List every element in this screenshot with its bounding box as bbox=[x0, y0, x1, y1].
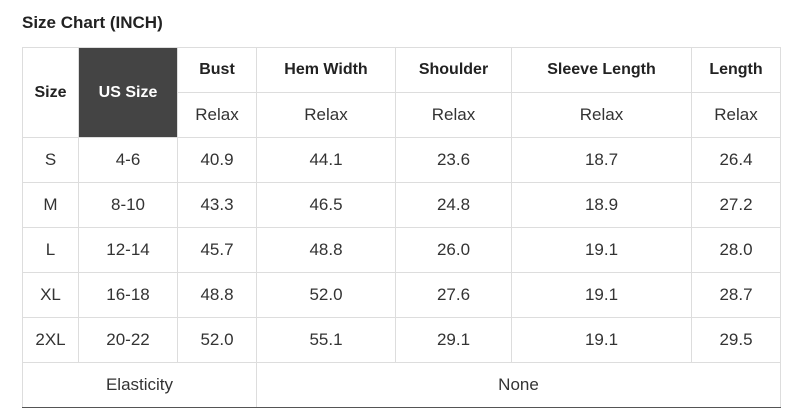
data-cell: 26.0 bbox=[395, 227, 512, 273]
subheader-cell: Relax bbox=[177, 92, 257, 138]
data-row: S 4-6 40.9 44.1 23.6 18.7 26.4 bbox=[22, 137, 781, 183]
data-cell: 18.7 bbox=[511, 137, 692, 183]
subheader-cell: Relax bbox=[395, 92, 512, 138]
data-cell: 43.3 bbox=[177, 182, 257, 228]
footer-value: None bbox=[256, 362, 781, 408]
subheader-cell: Relax bbox=[691, 92, 781, 138]
data-cell: 52.0 bbox=[177, 317, 257, 363]
data-cell: 48.8 bbox=[177, 272, 257, 318]
data-cell: 19.1 bbox=[511, 227, 692, 273]
data-cell: 16-18 bbox=[78, 272, 178, 318]
data-cell: 24.8 bbox=[395, 182, 512, 228]
data-cell: 29.5 bbox=[691, 317, 781, 363]
subheader-row: Relax Relax Relax Relax Relax bbox=[23, 92, 781, 138]
data-cell: 48.8 bbox=[256, 227, 396, 273]
data-cell: 28.7 bbox=[691, 272, 781, 318]
data-row: 2XL 20-22 52.0 55.1 29.1 19.1 29.5 bbox=[22, 317, 781, 363]
data-cell: 27.6 bbox=[395, 272, 512, 318]
data-cell: 8-10 bbox=[78, 182, 178, 228]
header-cell: Length bbox=[691, 47, 781, 93]
data-cell: 46.5 bbox=[256, 182, 396, 228]
data-cell: 52.0 bbox=[256, 272, 396, 318]
footer-row: Elasticity None bbox=[22, 362, 781, 408]
data-row: L 12-14 45.7 48.8 26.0 19.1 28.0 bbox=[22, 227, 781, 273]
data-cell: 19.1 bbox=[511, 272, 692, 318]
data-cell: 18.9 bbox=[511, 182, 692, 228]
title: Size Chart (INCH) bbox=[22, 13, 163, 32]
header-cell: US Size bbox=[78, 47, 178, 138]
subheader-cell: Relax bbox=[511, 92, 692, 138]
data-cell: 2XL bbox=[22, 317, 79, 363]
data-cell: 4-6 bbox=[78, 137, 178, 183]
data-cell: 12-14 bbox=[78, 227, 178, 273]
data-cell: 44.1 bbox=[256, 137, 396, 183]
data-cell: 40.9 bbox=[177, 137, 257, 183]
data-cell: 23.6 bbox=[395, 137, 512, 183]
header-cell: Sleeve Length bbox=[511, 47, 692, 93]
data-cell: 20-22 bbox=[78, 317, 178, 363]
header-cell: Size bbox=[22, 47, 79, 138]
data-cell: M bbox=[22, 182, 79, 228]
data-row: XL 16-18 48.8 52.0 27.6 19.1 28.7 bbox=[22, 272, 781, 318]
size-table: Size US Size Bust Hem Width Shoulder Sleeve L… bbox=[22, 47, 781, 408]
data-cell: 26.4 bbox=[691, 137, 781, 183]
footer-label: Elasticity bbox=[22, 362, 257, 408]
data-cell: 19.1 bbox=[511, 317, 692, 363]
data-cell: L bbox=[22, 227, 79, 273]
data-row: M 8-10 43.3 46.5 24.8 18.9 27.2 bbox=[22, 182, 781, 228]
data-cell: S bbox=[22, 137, 79, 183]
data-cell: XL bbox=[22, 272, 79, 318]
data-cell: 45.7 bbox=[177, 227, 257, 273]
header-cell: Hem Width bbox=[256, 47, 396, 93]
data-cell: 55.1 bbox=[256, 317, 396, 363]
data-cell: 29.1 bbox=[395, 317, 512, 363]
data-cell: 28.0 bbox=[691, 227, 781, 273]
header-cell: Shoulder bbox=[395, 47, 512, 93]
header-cell: Bust bbox=[177, 47, 257, 93]
header-row: Size US Size Bust Hem Width Shoulder Sleeve L… bbox=[22, 47, 781, 138]
subheader-cell: Relax bbox=[256, 92, 396, 138]
data-cell: 27.2 bbox=[691, 182, 781, 228]
